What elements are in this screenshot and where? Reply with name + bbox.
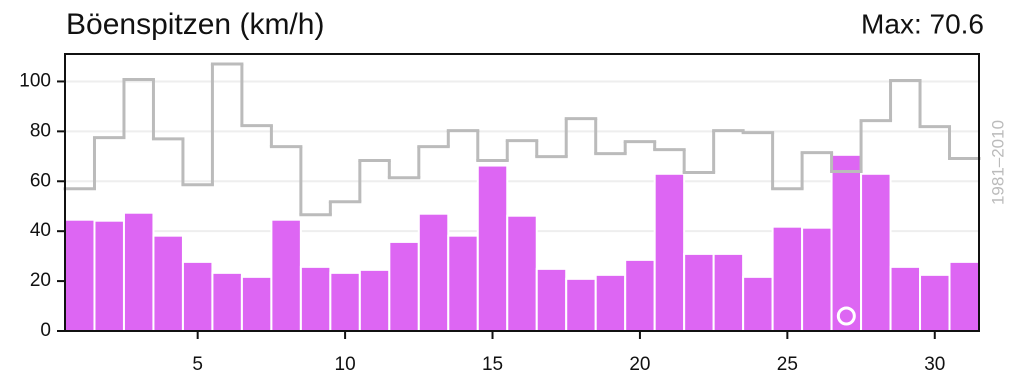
bar	[771, 225, 804, 333]
x-tick-label: 25	[777, 354, 798, 375]
max-annotation: Max: 70.6	[861, 8, 984, 39]
bar	[299, 265, 332, 332]
y-tick-label: 60	[30, 170, 51, 191]
bar	[447, 234, 479, 332]
bar	[565, 277, 597, 333]
chart-title: Böenspitzen (km/h)	[66, 8, 324, 41]
x-tick-label: 10	[335, 354, 356, 375]
series-label: 1981–2010	[988, 120, 1007, 205]
y-tick-label: 80	[30, 120, 51, 141]
bar	[181, 260, 214, 333]
plot-frame	[64, 53, 980, 332]
bar	[93, 219, 125, 332]
bar	[948, 260, 980, 333]
bar	[742, 275, 774, 332]
x-tick-label: 5	[192, 354, 203, 375]
bar	[712, 252, 745, 332]
bar	[152, 234, 184, 332]
max-marker	[836, 306, 856, 326]
y-tick-label: 40	[30, 220, 51, 241]
y-tick-label: 20	[30, 270, 51, 291]
bar	[64, 218, 96, 332]
bar	[624, 258, 656, 333]
bar	[388, 240, 420, 332]
x-tick-label: 20	[629, 354, 650, 375]
bar	[476, 164, 509, 332]
bar	[801, 226, 833, 333]
bar	[240, 275, 273, 332]
x-tick-label: 30	[924, 354, 945, 375]
bar	[653, 172, 686, 332]
bar	[329, 271, 361, 332]
bar	[122, 211, 155, 332]
bar	[417, 212, 450, 333]
bar	[889, 265, 922, 332]
x-tick-label: 15	[482, 354, 503, 375]
bar	[860, 172, 892, 332]
bar	[919, 273, 951, 332]
y-tick-label: 0	[40, 320, 51, 341]
bar	[211, 271, 243, 332]
bar	[830, 153, 863, 332]
bar	[594, 273, 627, 332]
bar	[270, 218, 302, 332]
bar	[535, 267, 568, 332]
bar	[683, 252, 715, 332]
bar	[506, 214, 538, 333]
y-tick-label: 100	[19, 70, 51, 91]
bar	[358, 268, 391, 332]
